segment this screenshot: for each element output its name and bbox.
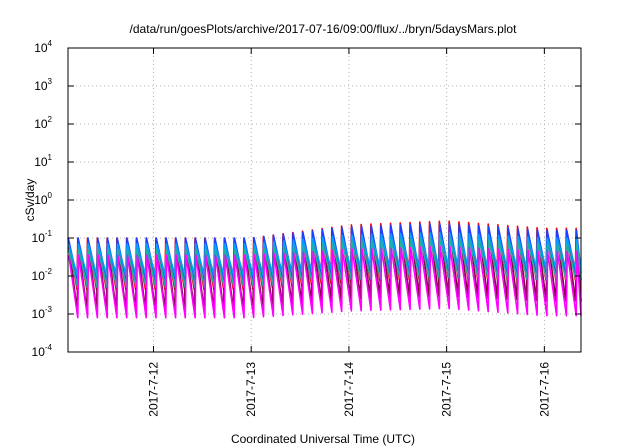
y-tick-label: 102 (34, 115, 52, 131)
x-axis-title: Coordinated Universal Time (UTC) (231, 432, 415, 446)
x-axis: 2017-7-12 2017-7-13 2017-7-14 2017-7-15 2017… (147, 48, 551, 417)
y-tick-label: 104 (34, 39, 52, 55)
series-group (67, 220, 582, 319)
y-tick-label: 10-1 (32, 229, 53, 245)
y-axis-title: cSv/day (23, 179, 37, 222)
y-tick-label: 100 (34, 191, 52, 207)
x-tick-label: 2017-7-12 (147, 362, 161, 417)
x-tick-label: 2017-7-14 (342, 362, 356, 417)
x-tick-label: 2017-7-13 (244, 362, 258, 417)
series-line-6 (68, 245, 582, 319)
y-tick-label: 103 (34, 77, 52, 93)
x-tick-label: 2017-7-15 (440, 362, 454, 417)
y-axis: 10-4 10-3 10-2 10-1 100 101 102 103 104 (32, 39, 581, 359)
y-tick-label: 101 (34, 153, 52, 169)
x-tick-label: 2017-7-16 (537, 362, 551, 417)
y-tick-label: 10-4 (32, 343, 53, 359)
y-tick-label: 10-2 (32, 267, 53, 283)
chart-title: /data/run/goesPlots/archive/2017-07-16/0… (130, 22, 518, 36)
y-tick-label: 10-3 (32, 305, 53, 321)
